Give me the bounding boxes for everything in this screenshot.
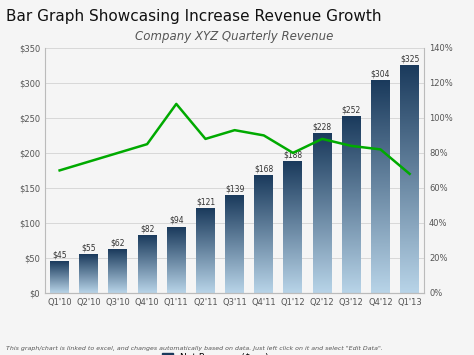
Text: $168: $168 <box>254 164 273 173</box>
Text: $325: $325 <box>400 54 419 63</box>
Text: $55: $55 <box>82 243 96 252</box>
Text: $252: $252 <box>342 105 361 114</box>
Text: $94: $94 <box>169 216 183 225</box>
Text: $188: $188 <box>283 150 302 159</box>
Text: $121: $121 <box>196 197 215 206</box>
Text: $228: $228 <box>312 122 332 131</box>
Text: $139: $139 <box>225 185 244 193</box>
Legend: Net Revenue ($mn): Net Revenue ($mn) <box>162 353 269 355</box>
Title: Company XYZ Quarterly Revenue: Company XYZ Quarterly Revenue <box>136 29 334 43</box>
Text: $82: $82 <box>140 224 155 233</box>
Text: $62: $62 <box>111 239 125 247</box>
Text: $45: $45 <box>52 250 67 259</box>
Text: $304: $304 <box>371 69 390 78</box>
Text: This graph/chart is linked to excel, and changes automatically based on data. Ju: This graph/chart is linked to excel, and… <box>6 346 383 351</box>
Text: Bar Graph Showcasing Increase Revenue Growth: Bar Graph Showcasing Increase Revenue Gr… <box>6 9 382 24</box>
